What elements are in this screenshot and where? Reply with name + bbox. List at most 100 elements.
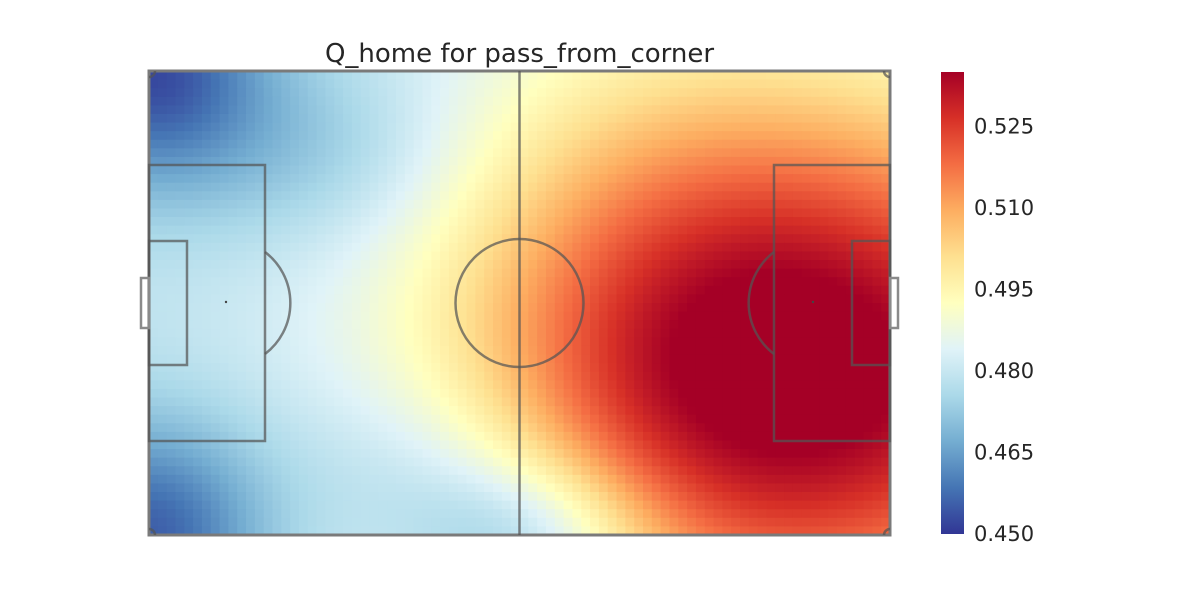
heatmap-cell bbox=[325, 431, 335, 442]
heatmap-cell bbox=[510, 457, 521, 467]
heatmap-cell bbox=[792, 131, 803, 141]
heatmap-cell bbox=[272, 122, 282, 132]
heatmap-cell bbox=[616, 492, 626, 502]
heatmap-cell bbox=[651, 139, 662, 149]
heatmap-cell bbox=[616, 131, 626, 141]
heatmap-cell bbox=[387, 79, 397, 89]
heatmap-cell bbox=[722, 285, 732, 295]
heatmap-cell bbox=[881, 492, 891, 502]
heatmap-cell bbox=[298, 225, 309, 235]
heatmap-cell bbox=[237, 397, 247, 407]
heatmap-cell bbox=[237, 199, 247, 210]
heatmap-cell bbox=[801, 517, 812, 527]
heatmap-cell bbox=[175, 526, 185, 536]
heatmap-cell bbox=[343, 277, 353, 287]
heatmap-cell bbox=[501, 320, 512, 330]
heatmap-cell bbox=[731, 380, 741, 390]
heatmap-cell bbox=[440, 311, 450, 321]
heatmap-cell bbox=[854, 268, 865, 278]
heatmap-cell bbox=[828, 156, 838, 167]
heatmap-cell bbox=[590, 483, 600, 493]
heatmap-cell bbox=[166, 182, 177, 192]
heatmap-cell bbox=[422, 148, 432, 158]
heatmap-cell bbox=[695, 363, 706, 373]
heatmap-cell bbox=[219, 431, 229, 442]
heatmap-cell bbox=[237, 354, 247, 364]
heatmap-cell bbox=[290, 431, 300, 442]
heatmap-cell bbox=[475, 156, 485, 167]
heatmap-cell bbox=[563, 320, 574, 330]
heatmap-cell bbox=[563, 131, 574, 141]
heatmap-cell bbox=[175, 371, 185, 381]
heatmap-cell bbox=[660, 320, 671, 330]
heatmap-cell bbox=[545, 225, 556, 235]
heatmap-cell bbox=[678, 191, 688, 201]
heatmap-cell bbox=[616, 517, 626, 527]
heatmap-cell bbox=[775, 397, 785, 407]
heatmap-cell bbox=[537, 449, 547, 459]
heatmap-cell bbox=[157, 517, 168, 527]
heatmap-cell bbox=[219, 131, 229, 141]
heatmap-cell bbox=[466, 423, 476, 433]
heatmap-cell bbox=[501, 303, 512, 313]
heatmap-cell bbox=[545, 156, 556, 167]
heatmap-cell bbox=[404, 457, 415, 467]
heatmap-cell bbox=[298, 345, 309, 356]
heatmap-cell bbox=[510, 165, 521, 175]
heatmap-cell bbox=[272, 406, 282, 416]
heatmap-cell bbox=[678, 268, 688, 278]
heatmap-cell bbox=[404, 122, 415, 132]
heatmap-cell bbox=[175, 79, 185, 89]
heatmap-cell bbox=[810, 354, 821, 364]
heatmap-cell bbox=[413, 260, 424, 270]
heatmap-cell bbox=[369, 174, 379, 184]
heatmap-cell bbox=[457, 345, 468, 356]
heatmap-cell bbox=[431, 320, 441, 330]
heatmap-cell bbox=[325, 113, 335, 124]
heatmap-cell bbox=[219, 225, 229, 235]
heatmap-cell bbox=[246, 294, 256, 304]
heatmap-cell bbox=[828, 388, 838, 399]
heatmap-cell bbox=[501, 474, 512, 485]
heatmap-cell bbox=[210, 113, 221, 124]
heatmap-cell bbox=[457, 131, 468, 141]
heatmap-cell bbox=[246, 423, 256, 433]
heatmap-cell bbox=[731, 449, 741, 459]
heatmap-cell bbox=[219, 251, 229, 261]
heatmap-cell bbox=[184, 431, 194, 442]
heatmap-cell bbox=[175, 492, 185, 502]
heatmap-cell bbox=[510, 268, 521, 278]
heatmap-cell bbox=[766, 208, 776, 218]
heatmap-cell bbox=[660, 156, 671, 167]
heatmap-cell bbox=[351, 79, 362, 89]
heatmap-cell bbox=[201, 406, 212, 416]
heatmap-cell bbox=[413, 483, 424, 493]
heatmap-cell bbox=[493, 526, 503, 536]
heatmap-cell bbox=[219, 354, 229, 364]
heatmap-cell bbox=[731, 260, 741, 270]
heatmap-cell bbox=[246, 277, 256, 287]
heatmap-cell bbox=[775, 217, 785, 227]
heatmap-cell bbox=[210, 500, 221, 510]
heatmap-cell bbox=[360, 509, 371, 519]
heatmap-cell bbox=[828, 268, 838, 278]
heatmap-cell bbox=[704, 268, 715, 278]
heatmap-cell bbox=[625, 328, 635, 338]
heatmap-cell bbox=[554, 303, 565, 313]
heatmap-cell bbox=[837, 105, 847, 115]
heatmap-cell bbox=[404, 165, 415, 175]
heatmap-cell bbox=[263, 225, 274, 235]
heatmap-cell bbox=[413, 96, 424, 106]
heatmap-cell bbox=[845, 474, 856, 485]
heatmap-cell bbox=[210, 71, 221, 81]
heatmap-cell bbox=[254, 311, 265, 321]
heatmap-cell bbox=[598, 191, 609, 201]
heatmap-cell bbox=[510, 199, 521, 210]
heatmap-cell bbox=[616, 96, 626, 106]
heatmap-cell bbox=[519, 96, 529, 106]
heatmap-cell bbox=[775, 328, 785, 338]
heatmap-cell bbox=[369, 148, 379, 158]
heatmap-cell bbox=[281, 260, 291, 270]
heatmap-cell bbox=[228, 208, 238, 218]
heatmap-cell bbox=[828, 71, 838, 81]
